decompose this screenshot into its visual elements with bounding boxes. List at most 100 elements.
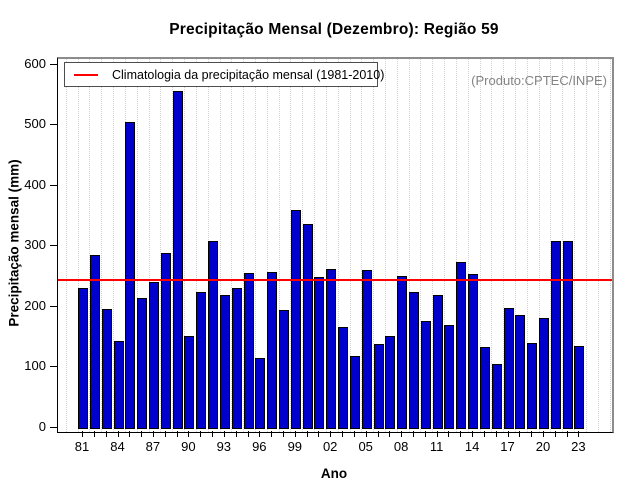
gridline [538, 59, 540, 432]
gridline [597, 59, 599, 432]
x-tick [566, 431, 568, 437]
x-tick [247, 431, 249, 437]
bar-1991 [196, 291, 207, 429]
legend-red-line-sample [74, 73, 98, 76]
y-tick [50, 366, 57, 368]
x-tick [578, 431, 580, 437]
bar-2009 [409, 291, 419, 429]
bar-1986 [137, 297, 148, 429]
gridline [408, 59, 410, 432]
bar-1984 [113, 341, 124, 429]
bar-2002 [326, 269, 337, 429]
bar-2015 [479, 346, 490, 429]
bar-1993 [219, 294, 230, 429]
y-tick-label: 400 [24, 176, 46, 192]
bar-1992 [208, 241, 218, 429]
y-tick [50, 427, 57, 428]
gridline [136, 59, 138, 432]
gridline [432, 59, 434, 432]
gridline [526, 59, 528, 432]
gridline [396, 59, 398, 432]
x-tick [93, 431, 95, 437]
bar-2016 [491, 363, 502, 429]
y-tick-label: 200 [24, 297, 46, 313]
gridline [467, 59, 469, 432]
bar-1989 [172, 90, 183, 429]
gridline [420, 59, 422, 432]
bar-2022 [562, 240, 573, 429]
gridline [325, 59, 327, 432]
y-tick-label: 600 [24, 55, 46, 71]
gridline [314, 59, 315, 432]
y-tick-label: 500 [24, 116, 46, 132]
gridline [444, 59, 445, 432]
producer-credit: (Produto:CPTEC/INPE) [471, 73, 607, 88]
bar-1981 [78, 287, 88, 429]
x-tick [117, 431, 119, 437]
gridline [243, 59, 245, 432]
gridline [101, 59, 103, 432]
bar-1998 [278, 310, 289, 429]
x-tick [377, 431, 379, 437]
gridline [219, 59, 221, 432]
x-tick-label: 23 [571, 439, 586, 454]
x-tick [401, 431, 403, 437]
x-tick-label: 84 [110, 439, 125, 454]
x-tick [141, 431, 143, 437]
x-tick [495, 431, 497, 437]
bar-2008 [397, 275, 408, 429]
bar-2014 [468, 273, 479, 429]
y-tick [50, 245, 57, 247]
x-tick [413, 431, 414, 437]
x-tick [294, 431, 296, 437]
x-tick [259, 431, 261, 437]
bar-1994 [231, 288, 242, 429]
x-tick [330, 431, 332, 437]
x-tick [164, 431, 166, 437]
x-tick [436, 431, 438, 437]
gridline [349, 59, 351, 432]
bar-1999 [290, 209, 301, 429]
gridline [65, 59, 67, 432]
x-tick-label: 99 [287, 439, 303, 454]
bar-2004 [349, 356, 360, 429]
bar-2010 [420, 320, 431, 429]
bar-2000 [302, 223, 313, 429]
x-tick-label: 05 [358, 439, 373, 454]
gridline [278, 59, 280, 432]
bar-2021 [550, 241, 561, 429]
bar-2012 [444, 325, 455, 429]
x-tick [271, 431, 273, 437]
x-tick [223, 431, 225, 437]
x-tick-label: 02 [322, 439, 338, 454]
legend-label: Climatologia da precipitação mensal (198… [112, 67, 385, 82]
x-tick [448, 431, 450, 437]
x-tick [235, 431, 237, 437]
bar-2017 [503, 307, 514, 429]
bar-1990 [184, 336, 195, 429]
x-tick [129, 431, 131, 437]
x-tick [424, 431, 426, 437]
bar-2001 [314, 276, 325, 429]
x-tick-label: 87 [145, 439, 161, 454]
x-tick [519, 431, 521, 437]
gridline [361, 59, 363, 432]
bar-1983 [101, 309, 112, 429]
bar-1982 [89, 254, 100, 429]
x-tick [507, 431, 509, 437]
x-tick-label: 96 [252, 439, 267, 454]
bar-1987 [148, 282, 159, 429]
gridline [337, 59, 339, 432]
bar-2006 [373, 343, 384, 429]
gridline [160, 59, 162, 432]
x-tick-label: 11 [429, 439, 444, 454]
climatology-line [58, 279, 612, 281]
gridline [609, 59, 611, 432]
gridline [479, 59, 481, 432]
x-tick [460, 431, 462, 437]
gridline [266, 59, 268, 432]
bar-1995 [243, 272, 254, 429]
x-tick-label: 17 [500, 439, 515, 454]
bar-2013 [456, 261, 467, 429]
